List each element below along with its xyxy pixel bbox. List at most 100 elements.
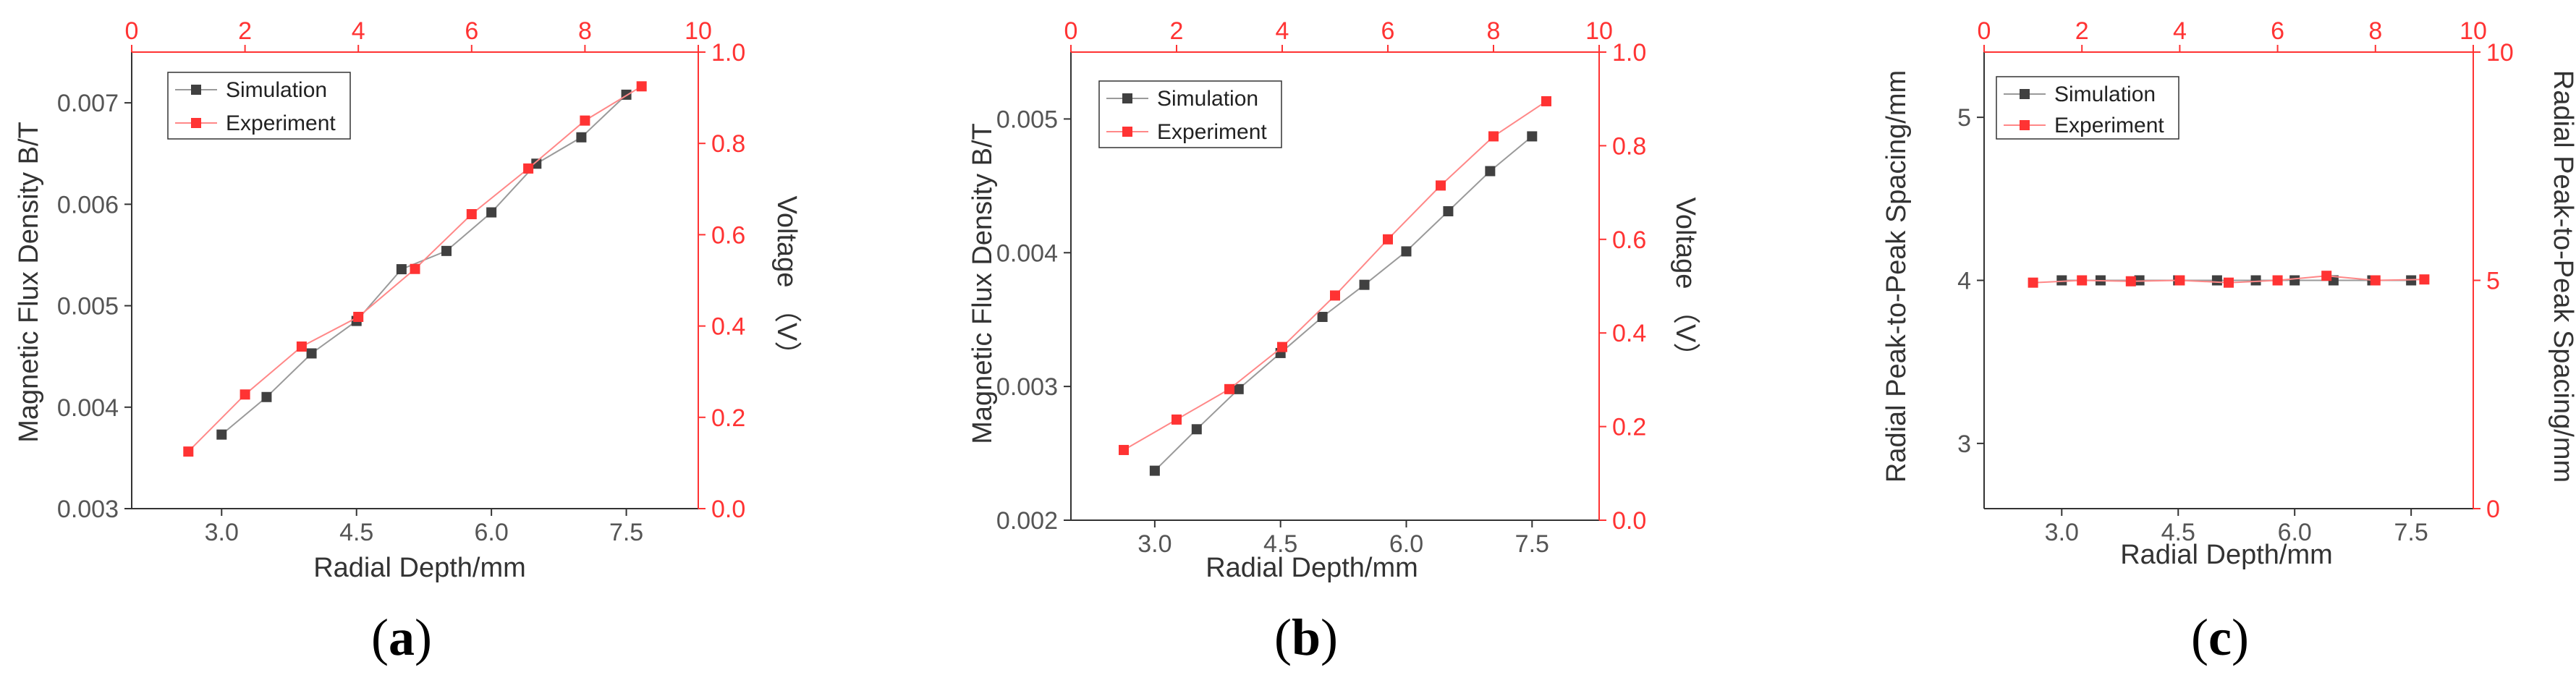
panel-c-label-open: ( — [2191, 608, 2208, 666]
panel-b-y2-tick-label: 0.4 — [1612, 320, 1646, 347]
panel-c-simulation-point — [2056, 275, 2067, 286]
panel-a-y-tick-label: 0.006 — [57, 191, 119, 219]
panel-b-simulation-point — [1485, 166, 1496, 177]
panel-b-simulation-point — [1317, 312, 1328, 323]
panel-b-legend-experiment-marker — [1122, 127, 1132, 137]
chart-panel-c: 3.0 4.5 6.0 7.5 3 4 5 0 2 4 6 8 10 0 5 10 Simulation Expe… — [1881, 17, 2576, 666]
panel-c-experiment-point — [2028, 277, 2038, 288]
panel-b-legend-simulation-marker — [1122, 93, 1132, 103]
panel-a-y-tick-label: 0.004 — [57, 394, 119, 422]
panel-a-simulation-point — [396, 264, 407, 275]
panel-a-simulation-point — [261, 391, 272, 402]
panel-c-y2-tick-label: 5 — [2486, 268, 2500, 295]
panel-c-x-tick-label: 3.0 — [2045, 519, 2079, 546]
panel-a-experiment-point — [296, 341, 307, 352]
panel-a-x2-tick-label: 2 — [238, 17, 252, 45]
panel-a-plot: 3.0 4.5 6.0 7.5 0.003 0.004 0.005 0.006 0.007 0 2 4… — [57, 17, 745, 546]
panel-b-y2-tick-label: 0.2 — [1612, 414, 1646, 441]
panel-a-x-tick-label: 6.0 — [475, 519, 509, 546]
panel-a-x2-tick-label: 8 — [578, 17, 592, 45]
panel-a-x-tick-label: 7.5 — [609, 519, 643, 546]
panel-c-x-tick-label: 6.0 — [2278, 519, 2312, 546]
panel-b-x2-tick-label: 4 — [1276, 17, 1289, 45]
panel-a-x2-tick-label: 10 — [685, 17, 712, 45]
panel-a-y2-tick-label: 0.6 — [711, 221, 745, 249]
panel-b-x2-tick-label: 0 — [1064, 17, 1078, 45]
panel-a-experiment-point — [466, 209, 477, 220]
panel-b-x2-tick-label: 6 — [1381, 17, 1395, 45]
panel-a-y-axis-title: Magnetic Flux Density B/T — [14, 122, 44, 442]
panel-a-simulation-point — [441, 245, 452, 256]
panel-a-label-close: ) — [415, 608, 432, 666]
chart-panel-a: 3.0 4.5 6.0 7.5 0.003 0.004 0.005 0.006 0.007 0 2 4… — [14, 17, 802, 666]
panel-b-label-close: ) — [1321, 608, 1338, 666]
panel-c-legend-experiment-label: Experiment — [2054, 114, 2164, 137]
panel-b-experiment-point — [1172, 414, 1182, 425]
panel-a-x2-tick-label: 6 — [465, 17, 478, 45]
panel-b-legend-simulation-label: Simulation — [1157, 87, 1258, 111]
panel-c-experiment-point — [2419, 274, 2430, 285]
panel-b-label-open: ( — [1274, 608, 1292, 666]
panel-b-y-tick-label: 0.004 — [996, 239, 1058, 267]
panel-a-simulation-point — [486, 207, 497, 218]
panel-b-experiment-point — [1436, 180, 1446, 191]
panel-c-x2-tick-label: 2 — [2075, 17, 2089, 45]
panel-c-legend-experiment-marker — [2020, 120, 2030, 130]
panel-b-y-tick-label: 0.003 — [996, 373, 1058, 401]
panel-a-experiment-point — [523, 163, 534, 174]
panel-a-label: (a) — [371, 608, 432, 666]
panel-b-simulation-point — [1401, 246, 1412, 257]
panel-a-label-letter: a — [389, 608, 415, 666]
panel-c-x2-tick-label: 0 — [1978, 17, 1991, 45]
panel-a-experiment-point — [183, 446, 194, 457]
panel-a-x-axis-title: Radial Depth/mm — [313, 553, 526, 583]
panel-c-x2-tick-label: 4 — [2173, 17, 2187, 45]
panel-a-simulation-point — [531, 158, 542, 169]
panel-c-legend-simulation-marker — [2020, 89, 2030, 99]
panel-c-experiment-point — [2077, 275, 2088, 286]
panel-a-y2-tick-label: 0.0 — [711, 496, 745, 523]
panel-b-experiment-point — [1119, 444, 1129, 455]
panel-c-legend-simulation-label: Simulation — [2054, 82, 2156, 106]
panel-a-simulation-point — [306, 348, 317, 359]
panel-a-experiment-point — [580, 115, 590, 126]
panel-a-label-open: ( — [371, 608, 389, 666]
panel-a-experiment-point — [636, 81, 647, 92]
panel-a-legend-simulation-label: Simulation — [226, 78, 327, 102]
panel-b-simulation-point — [1191, 424, 1202, 435]
panel-b-x-tick-label: 6.0 — [1389, 530, 1423, 558]
panel-b-y2-axis-title: Voltage （V） — [1670, 198, 1700, 370]
panel-a-experiment-point — [240, 389, 250, 400]
panel-c-label: (c) — [2191, 608, 2249, 666]
panel-a-simulation-point — [216, 429, 227, 440]
panel-c-x-tick-label: 4.5 — [2161, 519, 2195, 546]
panel-c-legend: Simulation Experiment — [1996, 76, 2179, 140]
panel-c-x-tick-label: 7.5 — [2394, 519, 2428, 546]
panel-b-y2-tick-label: 0.0 — [1612, 507, 1646, 535]
panel-a-y2-tick-label: 0.4 — [711, 313, 745, 341]
panel-c-label-close: ) — [2232, 608, 2249, 666]
panel-b-legend: Simulation Experiment — [1098, 80, 1282, 148]
panel-b-x-tick-label: 7.5 — [1515, 530, 1549, 558]
panel-c-plot: 3.0 4.5 6.0 7.5 3 4 5 0 2 4 6 8 10 0 5 10 Simulation Expe… — [1957, 17, 2514, 546]
panel-c-experiment-point — [2370, 275, 2381, 286]
panel-b-experiment-point — [1541, 96, 1551, 106]
panel-b-simulation-point — [1149, 465, 1160, 476]
panel-b-label-letter: b — [1292, 608, 1321, 666]
panel-b-x2-tick-label: 2 — [1170, 17, 1184, 45]
panel-c-y2-axis-title: Radial Peak-to-Peak Spacing/mm — [2548, 70, 2576, 483]
panel-b-label: (b) — [1274, 608, 1338, 666]
panel-c-y-tick-label: 5 — [1957, 104, 1971, 132]
panel-c-y2-tick-label: 0 — [2486, 496, 2500, 523]
panel-b-experiment-point — [1224, 383, 1234, 394]
panel-a-y2-tick-label: 1.0 — [711, 39, 745, 67]
panel-c-y-tick-label: 4 — [1957, 268, 1971, 295]
panel-a-x-tick-label: 4.5 — [339, 519, 373, 546]
panel-b-experiment-point — [1330, 290, 1340, 301]
panel-b-x-tick-label: 4.5 — [1263, 530, 1297, 558]
panel-b-y-tick-label: 0.002 — [996, 507, 1058, 535]
panel-b-y2-tick-label: 0.6 — [1612, 226, 1646, 254]
panel-a-x2-tick-label: 4 — [352, 17, 365, 45]
chart-panel-b: 3.0 4.5 6.0 7.5 0.002 0.003 0.004 0.005 0 2 4 6 8 10 0… — [967, 17, 1700, 666]
